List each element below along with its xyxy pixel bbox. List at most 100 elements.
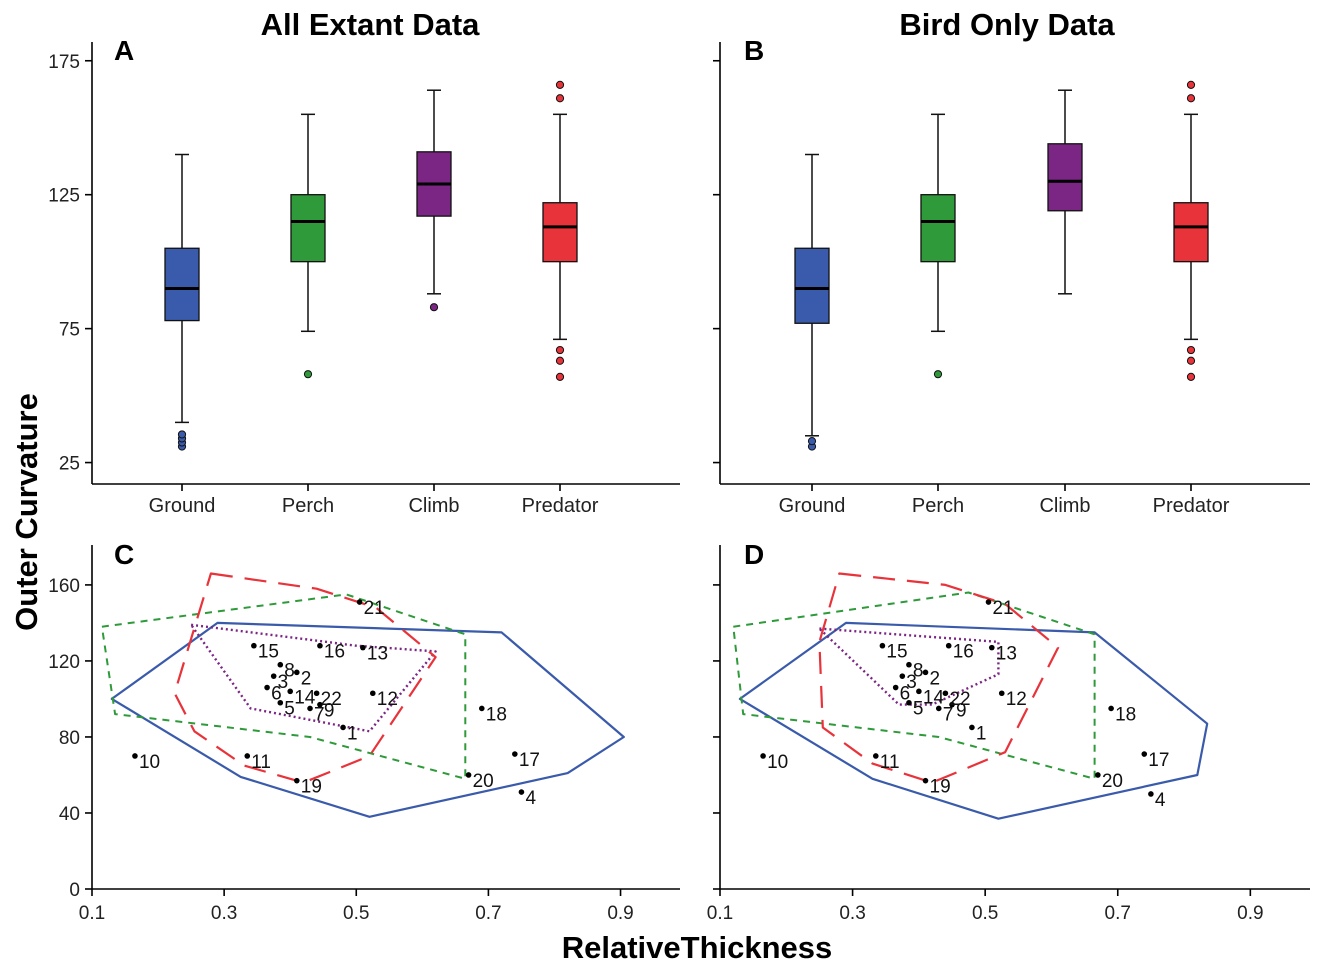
data-point: [317, 642, 323, 649]
y-tick-label: 80: [59, 728, 80, 749]
category-label: Perch: [282, 495, 334, 517]
title-bird-only: Bird Only Data: [899, 7, 1115, 42]
data-point: [922, 669, 929, 676]
data-point: [942, 690, 949, 697]
panel-a-boxplot: 25 75 125 175 Ground Perch Climb Predator: [48, 42, 680, 517]
box-ground: [164, 247, 200, 322]
outlier-point: [429, 303, 439, 312]
point-label: 18: [486, 704, 507, 725]
panel-label-a: A: [114, 35, 134, 66]
x-tick-label: 0.5: [343, 903, 369, 924]
outlier-point: [807, 437, 817, 446]
data-point: [969, 724, 975, 731]
data-point: [307, 705, 313, 712]
point-label: 13: [367, 644, 388, 665]
x-tick-label: 0.9: [1237, 903, 1263, 924]
outlier-point: [1186, 345, 1196, 355]
outlier-point: [1186, 356, 1196, 365]
point-label: 12: [377, 689, 398, 710]
point-label: 15: [258, 642, 279, 663]
outlier-point: [303, 370, 313, 379]
data-point: [478, 705, 485, 712]
outlier-point: [1186, 80, 1196, 89]
data-point: [313, 690, 320, 697]
point-label: 19: [301, 777, 322, 798]
point-label: 20: [1102, 771, 1123, 792]
y-tick-label: 175: [48, 52, 80, 73]
data-point: [935, 705, 942, 712]
x-tick-label: 0.9: [607, 903, 633, 924]
point-label: 4: [1155, 790, 1166, 811]
data-point: [277, 699, 284, 706]
outlier-point: [1186, 372, 1196, 381]
outlier-point: [555, 372, 565, 381]
outlier-point: [1186, 94, 1196, 103]
hull-perch: [732, 591, 1096, 780]
point-label: 6: [900, 684, 911, 705]
point-label: 1: [347, 723, 358, 744]
data-point: [294, 669, 300, 676]
point-label: 8: [284, 661, 295, 682]
x-tick-label: 0.1: [707, 903, 733, 924]
data-point: [988, 644, 995, 651]
data-point: [465, 772, 472, 778]
outlier-point: [177, 430, 187, 439]
point-label: 8: [913, 661, 924, 682]
data-point: [892, 684, 899, 691]
point-label: 11: [251, 752, 271, 773]
data-point: [277, 661, 284, 668]
point-label: 16: [324, 642, 345, 663]
point-label: 19: [930, 777, 951, 798]
point-label: 17: [519, 750, 540, 771]
data-point: [270, 673, 277, 679]
data-point: [518, 789, 525, 795]
point-label: 7: [314, 704, 325, 725]
category-label: Perch: [912, 495, 964, 517]
x-tick-label: 0.7: [475, 903, 501, 924]
data-point: [945, 642, 952, 649]
data-point: [369, 690, 376, 697]
panel-label-d: D: [744, 539, 764, 570]
data-point: [922, 777, 929, 784]
hull-perch: [100, 593, 467, 780]
y-tick-label: 75: [59, 320, 80, 341]
y-tick-label: 0: [69, 880, 80, 901]
point-label: 13: [996, 644, 1017, 665]
point-label: 2: [301, 668, 312, 689]
category-label: Predator: [522, 495, 599, 517]
data-point: [949, 701, 955, 708]
x-tick-label: 0.5: [972, 903, 998, 924]
data-point: [1108, 705, 1114, 712]
data-point: [251, 642, 257, 649]
point-label: 9: [324, 701, 335, 722]
outlier-point: [555, 345, 565, 355]
data-point: [340, 724, 346, 731]
data-point: [294, 777, 300, 784]
point-label: 10: [139, 752, 160, 773]
point-label: 10: [767, 752, 788, 773]
data-point: [1095, 772, 1101, 778]
y-axis-label: Outer Curvature: [9, 393, 44, 631]
point-label: 1: [976, 723, 987, 744]
point-label: 11: [880, 752, 900, 773]
point-label: 15: [886, 642, 907, 663]
outlier-point: [555, 80, 565, 89]
hull-ground: [738, 621, 1209, 820]
category-label: Ground: [149, 495, 216, 517]
point-label: 14: [294, 687, 316, 708]
hull-predator: [173, 572, 437, 784]
category-label: Predator: [1153, 495, 1230, 517]
data-point: [872, 753, 879, 759]
box-perch: [290, 194, 326, 263]
point-label: 3: [906, 672, 917, 693]
panel-label-b: B: [744, 35, 764, 66]
y-tick-label: 25: [59, 454, 80, 475]
point-label: 5: [284, 699, 295, 720]
category-label: Climb: [408, 495, 459, 517]
box-predator: [1173, 202, 1209, 263]
category-label: Climb: [1039, 495, 1090, 517]
point-label: 16: [953, 642, 974, 663]
point-label: 21: [992, 598, 1013, 619]
